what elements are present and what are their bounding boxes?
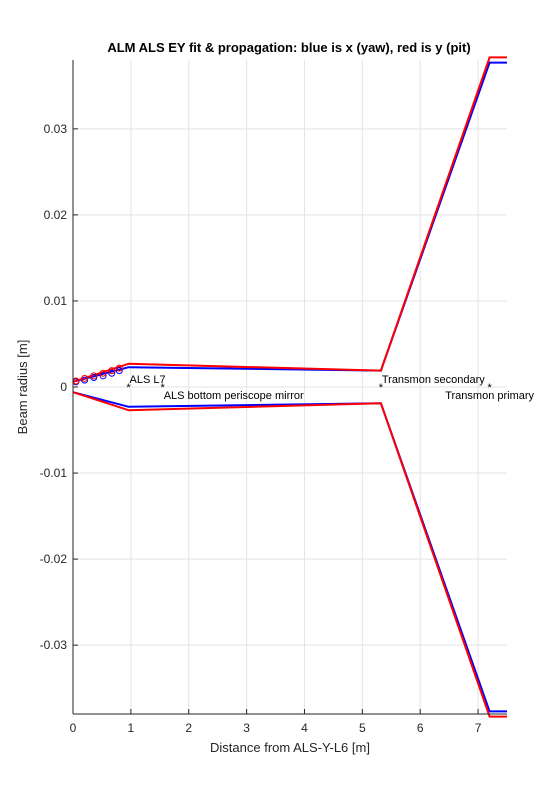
measurement-point-1 — [115, 367, 123, 375]
x-tick-label: 6 — [417, 721, 424, 735]
y-tick-label: -0.01 — [40, 466, 68, 480]
x-tick-label: 1 — [128, 721, 135, 735]
chart-title: ALM ALS EY fit & propagation: blue is x … — [107, 40, 470, 55]
optic-marker: * — [126, 382, 131, 394]
tick-labels: 0 1 2 3 4 5 6 7 -0.03 -0.02 -0.01 0 0.01 0.02 0.03 — [40, 122, 482, 735]
series-2-lower-envelope — [72, 391, 507, 718]
optic-marker: * — [161, 382, 166, 394]
measurement-point-1 — [108, 369, 116, 377]
measurement-point-1 — [99, 372, 107, 380]
grid — [72, 60, 507, 714]
y-tick-label: 0 — [60, 380, 67, 394]
x-tick-label: 7 — [475, 721, 482, 735]
annotation-layer: *ALS L7*ALS bottom periscope mirror*Tran… — [126, 374, 534, 402]
measurement-point-2 — [115, 364, 123, 372]
x-tick-label: 0 — [70, 721, 77, 735]
y-tick-label: -0.03 — [40, 638, 68, 652]
x-tick-label: 2 — [185, 721, 192, 735]
series-2-upper-envelope — [72, 56, 507, 383]
measurement-point-2 — [99, 369, 107, 377]
measurement-point-2 — [81, 374, 89, 382]
y-axis-label: Beam radius [m] — [15, 340, 30, 435]
optic-label: Transmon primary — [445, 390, 534, 402]
x-tick-label: 3 — [243, 721, 250, 735]
optic-label: ALS L7 — [130, 374, 166, 386]
measurement-point-2 — [90, 372, 98, 380]
y-tick-label: -0.02 — [40, 552, 68, 566]
series-layer — [72, 56, 507, 718]
optic-marker: * — [379, 382, 384, 394]
axes — [72, 60, 507, 715]
x-tick-label: 5 — [359, 721, 366, 735]
x-axis-label: Distance from ALS-Y-L6 [m] — [210, 740, 370, 755]
measurement-point-2 — [108, 367, 116, 375]
y-tick-label: 0.01 — [44, 294, 68, 308]
y-tick-label: 0.02 — [44, 208, 68, 222]
y-tick-label: 0.03 — [44, 122, 68, 136]
optic-label: ALS bottom periscope mirror — [164, 390, 304, 402]
x-tick-label: 4 — [301, 721, 308, 735]
optic-label: Transmon secondary — [382, 374, 485, 386]
optic-marker: * — [487, 382, 492, 394]
